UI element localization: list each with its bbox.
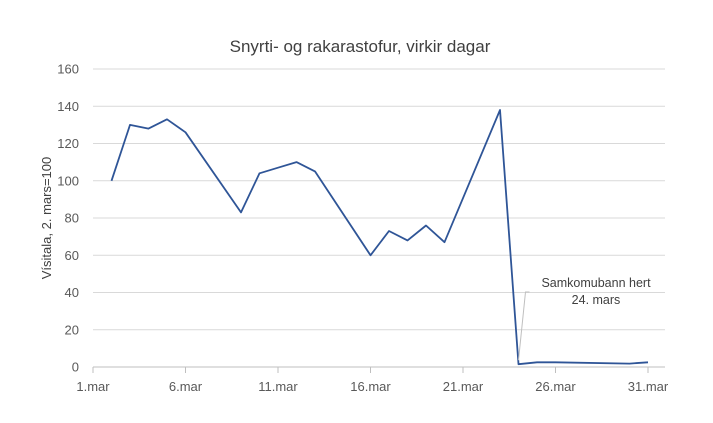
- x-tick-label: 21.mar: [443, 379, 484, 394]
- y-tick-label: 140: [57, 99, 79, 114]
- x-tick-label: 16.mar: [350, 379, 391, 394]
- y-tick-label: 80: [65, 211, 79, 226]
- annotations: Samkomubann hert 24. mars: [518, 276, 651, 361]
- y-tick-label: 40: [65, 285, 79, 300]
- chart-title: Snyrti- og rakarastofur, virkir dagar: [230, 37, 491, 56]
- y-tick-label: 60: [65, 248, 79, 263]
- axes: 0 20 40 60 80 100 120 140 160 1.mar 6.mar 11.mar 16.…: [57, 62, 669, 395]
- x-tick-label: 11.mar: [258, 379, 298, 394]
- series: [110, 109, 649, 366]
- y-tick-label: 160: [57, 62, 79, 77]
- y-tick-label: 20: [65, 322, 79, 337]
- x-tick-label: 6.mar: [169, 379, 203, 394]
- y-tick-label: 120: [57, 136, 79, 151]
- annotation-label: Samkomubann hert: [541, 276, 651, 290]
- x-tick-label: 26.mar: [535, 379, 576, 394]
- x-tick-label: 1.mar: [76, 379, 110, 394]
- y-axis-label: Vísitala, 2. mars=100: [39, 157, 54, 279]
- x-tick-label: 31.mar: [628, 379, 669, 394]
- y-tick-label: 0: [72, 360, 79, 375]
- y-tick-label: 100: [57, 173, 79, 188]
- annotation-label: 24. mars: [572, 293, 621, 307]
- series-line-0: [110, 109, 649, 366]
- gridlines: [93, 68, 665, 331]
- annotation-leader-line: [518, 291, 530, 361]
